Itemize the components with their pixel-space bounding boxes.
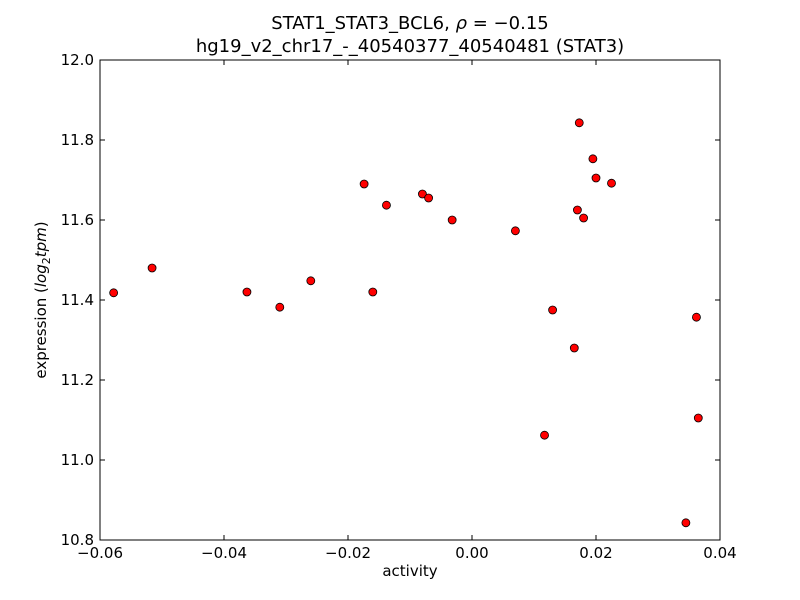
data-point: [147, 263, 157, 273]
y-axis-label-suffix: ): [32, 221, 50, 227]
data-point: [607, 178, 616, 188]
x-tick-labels: −0.06 −0.04 −0.02 0.00 0.02 0.04: [77, 544, 737, 562]
plot-area: [99, 59, 721, 541]
data-point: [692, 312, 701, 322]
data-point: [511, 226, 520, 236]
data-point: [109, 288, 119, 298]
data-point: [382, 200, 391, 210]
data-point: [569, 343, 579, 353]
data-point: [579, 213, 588, 223]
data-point: [574, 118, 584, 128]
x-tick-label: −0.06: [77, 544, 123, 562]
x-tick-label: 0.02: [579, 544, 612, 562]
data-points: [109, 118, 703, 528]
y-tick-label: 11.6: [61, 211, 94, 229]
chart-title-rho-value: = −0.15: [467, 13, 549, 34]
data-point: [540, 430, 549, 440]
x-tick-label: 0.00: [455, 544, 488, 562]
y-tick-label: 11.4: [61, 291, 94, 309]
data-point: [275, 302, 285, 312]
data-point: [417, 189, 427, 199]
chart-title-line1: STAT1_STAT3_BCL6, ρ = −0.15: [271, 13, 548, 34]
plot-frame: [99, 59, 721, 541]
data-point: [447, 215, 457, 225]
data-point: [693, 413, 703, 423]
data-point: [368, 287, 378, 297]
data-point: [681, 518, 691, 528]
y-axis-label-tpm: tpm: [32, 227, 50, 257]
data-point: [591, 173, 601, 183]
y-tick-label: 10.8: [61, 531, 94, 549]
x-axis-label: activity: [382, 562, 437, 580]
y-tick-labels: 10.8 11.0 11.2 11.4 11.6 11.8 12.0: [61, 51, 94, 549]
y-axis-label-sub: 2: [40, 257, 53, 264]
y-axis-label-prefix: expression (: [32, 287, 50, 379]
y-axis-label: expression (log2tpm): [32, 221, 53, 378]
y-axis-label-log: log: [32, 264, 50, 287]
x-tick-label: −0.02: [325, 544, 371, 562]
x-tick-label: −0.04: [201, 544, 247, 562]
y-tick-label: 11.0: [61, 451, 94, 469]
x-tick-label: 0.04: [703, 544, 736, 562]
chart-title-line2: hg19_v2_chr17_-_40540377_40540481 (STAT3…: [196, 36, 624, 57]
data-point: [359, 179, 369, 189]
y-tick-label: 11.8: [61, 131, 94, 149]
data-point: [588, 154, 598, 164]
y-tick-label: 12.0: [61, 51, 94, 69]
data-point: [573, 205, 582, 215]
y-tick-label: 11.2: [61, 371, 94, 389]
data-point: [424, 193, 434, 203]
chart-title-rho: ρ: [456, 13, 468, 34]
data-point: [306, 276, 316, 286]
data-point: [548, 305, 557, 315]
data-point: [242, 287, 252, 297]
chart-title-prefix: STAT1_STAT3_BCL6,: [271, 13, 455, 34]
